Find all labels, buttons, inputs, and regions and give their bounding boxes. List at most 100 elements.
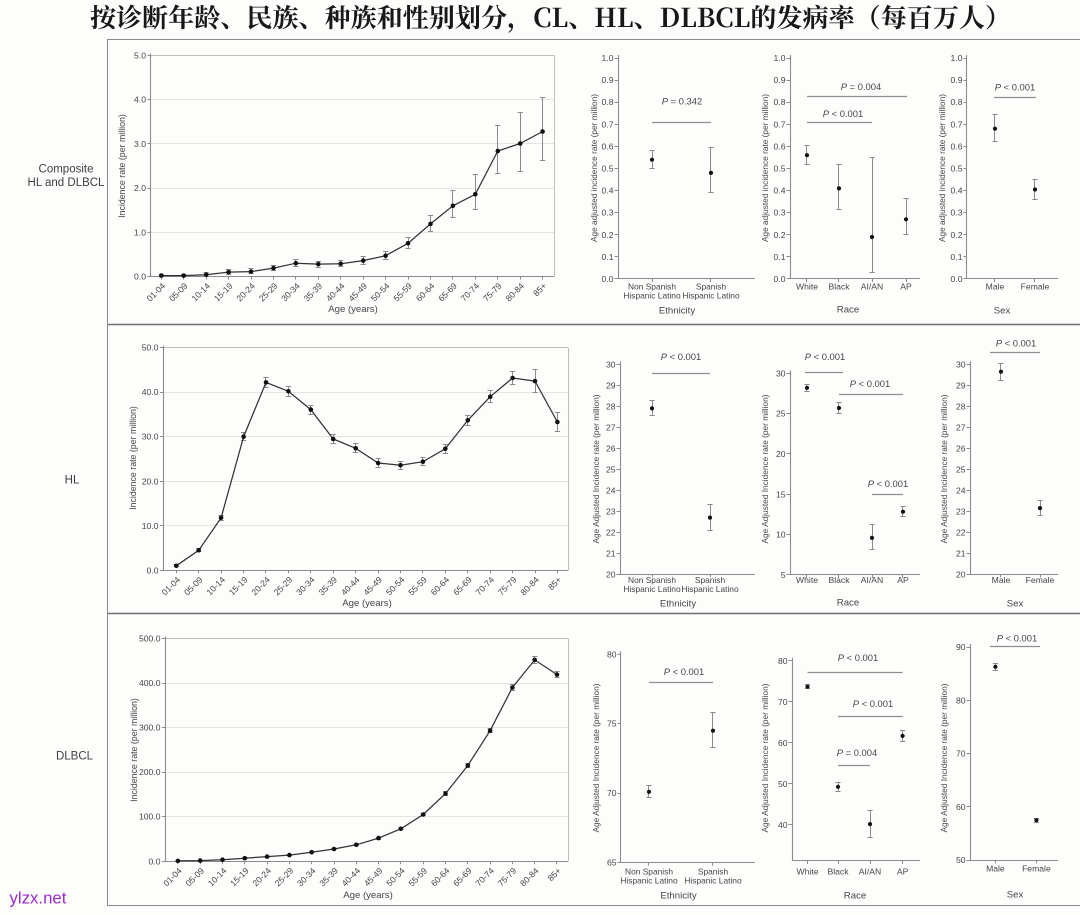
- svg-text:01-04: 01-04: [161, 865, 184, 888]
- svg-text:60-64: 60-64: [429, 574, 452, 597]
- svg-text:0.1: 0.1: [774, 252, 786, 262]
- svg-text:300.0: 300.0: [139, 723, 161, 733]
- svg-text:0.1: 0.1: [602, 252, 614, 262]
- svg-text:85+: 85+: [531, 281, 548, 298]
- svg-text:30: 30: [956, 359, 966, 369]
- svg-text:0.7: 0.7: [951, 119, 963, 129]
- svg-text:40-44: 40-44: [324, 281, 347, 304]
- svg-text:0.0: 0.0: [147, 565, 159, 575]
- svg-text:0.1: 0.1: [951, 252, 963, 262]
- svg-text:HL and DLBCL: HL and DLBCL: [28, 177, 106, 189]
- svg-text:P < 0.001: P < 0.001: [853, 698, 893, 709]
- svg-text:30-34: 30-34: [279, 281, 302, 304]
- svg-text:50.0: 50.0: [142, 343, 159, 353]
- svg-text:20-24: 20-24: [249, 574, 272, 597]
- svg-text:0.5: 0.5: [951, 164, 963, 174]
- svg-text:20-24: 20-24: [250, 865, 273, 888]
- svg-text:20.0: 20.0: [142, 476, 159, 486]
- svg-text:50-54: 50-54: [384, 865, 407, 888]
- svg-text:30-34: 30-34: [295, 865, 318, 888]
- svg-text:60: 60: [956, 802, 966, 812]
- svg-text:10-14: 10-14: [204, 574, 227, 597]
- svg-text:0.7: 0.7: [602, 119, 614, 129]
- svg-text:Hispanic Latino: Hispanic Latino: [684, 876, 742, 886]
- svg-text:1.0: 1.0: [774, 53, 786, 63]
- svg-text:0.9: 0.9: [602, 75, 614, 85]
- svg-text:Male: Male: [986, 864, 1005, 874]
- svg-text:80: 80: [778, 656, 788, 666]
- svg-text:21: 21: [606, 548, 616, 558]
- svg-text:35-39: 35-39: [316, 574, 339, 597]
- svg-text:0.3: 0.3: [774, 208, 786, 218]
- svg-text:65: 65: [607, 858, 617, 868]
- svg-text:3.0: 3.0: [134, 139, 146, 149]
- svg-text:25-29: 25-29: [272, 574, 295, 597]
- svg-text:HL: HL: [65, 475, 80, 487]
- svg-text:Incidence rate (per million): Incidence rate (per million): [117, 114, 127, 218]
- svg-text:30: 30: [776, 368, 786, 378]
- svg-text:Age adjusted incidence rate (p: Age adjusted incidence rate (per million…: [760, 94, 770, 242]
- svg-text:01-04: 01-04: [145, 281, 168, 304]
- svg-text:Male: Male: [992, 575, 1011, 585]
- svg-text:80-84: 80-84: [518, 574, 541, 597]
- svg-text:Race: Race: [844, 891, 866, 902]
- svg-text:0.0: 0.0: [134, 272, 146, 282]
- svg-text:25-29: 25-29: [257, 281, 280, 304]
- svg-text:85+: 85+: [546, 575, 563, 592]
- svg-text:25: 25: [776, 409, 786, 419]
- svg-text:500.0: 500.0: [139, 634, 161, 644]
- svg-text:0.8: 0.8: [774, 97, 786, 107]
- svg-text:0.6: 0.6: [774, 141, 786, 151]
- svg-text:P < 0.001: P < 0.001: [868, 478, 908, 489]
- svg-text:200.0: 200.0: [139, 767, 161, 777]
- svg-text:Sex: Sex: [994, 306, 1011, 317]
- svg-text:70: 70: [607, 788, 617, 798]
- svg-text:Female: Female: [1021, 282, 1050, 292]
- svg-text:60-64: 60-64: [414, 281, 437, 304]
- svg-text:Age (years): Age (years): [342, 598, 392, 609]
- svg-text:0.8: 0.8: [602, 97, 614, 107]
- svg-text:Age Adjusted Incidence rate (p: Age Adjusted Incidence rate (per million…: [591, 683, 601, 832]
- svg-text:70: 70: [778, 697, 788, 707]
- svg-text:60-64: 60-64: [429, 865, 452, 888]
- svg-text:Age adjusted incidence rate (: Age adjusted incidence rate (per million…: [589, 94, 599, 242]
- svg-text:25: 25: [606, 464, 616, 474]
- svg-text:Spanish: Spanish: [698, 867, 729, 877]
- svg-text:23: 23: [606, 506, 616, 516]
- svg-text:AI/AN: AI/AN: [859, 867, 881, 877]
- svg-text:0.6: 0.6: [602, 141, 614, 151]
- svg-text:Spanish: Spanish: [696, 282, 727, 292]
- svg-text:20: 20: [776, 449, 786, 459]
- svg-text:65-69: 65-69: [436, 281, 459, 304]
- svg-text:0.0: 0.0: [149, 856, 161, 866]
- svg-text:P < 0.001: P < 0.001: [661, 351, 701, 362]
- svg-text:80-84: 80-84: [503, 281, 526, 304]
- svg-text:Sex: Sex: [1007, 599, 1024, 610]
- svg-text:AP: AP: [897, 575, 909, 585]
- svg-text:Race: Race: [837, 598, 859, 609]
- svg-text:0.4: 0.4: [774, 186, 786, 196]
- svg-text:21: 21: [956, 548, 966, 558]
- svg-text:28: 28: [956, 401, 966, 411]
- svg-text:Black: Black: [827, 867, 849, 877]
- svg-text:65-69: 65-69: [451, 574, 474, 597]
- svg-text:30-34: 30-34: [294, 574, 317, 597]
- svg-text:45-49: 45-49: [346, 281, 369, 304]
- svg-text:P = 0.342: P = 0.342: [662, 96, 702, 107]
- svg-text:Age adjusted incidence rate (p: Age adjusted incidence rate (per million…: [937, 94, 947, 242]
- svg-text:20: 20: [956, 569, 966, 579]
- svg-text:Black: Black: [828, 282, 850, 292]
- svg-text:80-84: 80-84: [518, 865, 541, 888]
- svg-text:10: 10: [776, 530, 786, 540]
- svg-text:27: 27: [956, 422, 966, 432]
- svg-text:2.0: 2.0: [134, 183, 146, 193]
- svg-text:0.4: 0.4: [951, 186, 963, 196]
- svg-text:0.5: 0.5: [602, 164, 614, 174]
- svg-text:40-44: 40-44: [339, 574, 362, 597]
- svg-text:80: 80: [607, 649, 617, 659]
- svg-text:0.0: 0.0: [602, 274, 614, 284]
- svg-text:20-24: 20-24: [234, 281, 257, 304]
- svg-text:28: 28: [606, 401, 616, 411]
- svg-text:30: 30: [606, 359, 616, 369]
- svg-text:10-14: 10-14: [206, 865, 229, 888]
